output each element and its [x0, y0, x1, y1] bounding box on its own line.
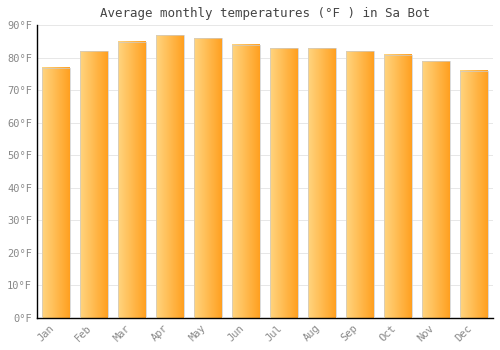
Bar — [42, 68, 70, 318]
Bar — [270, 48, 297, 318]
Bar — [422, 61, 450, 318]
Bar — [460, 71, 487, 318]
Bar — [80, 51, 108, 318]
Bar — [118, 42, 146, 318]
Bar — [194, 38, 222, 318]
Title: Average monthly temperatures (°F ) in Sa Bot: Average monthly temperatures (°F ) in Sa… — [100, 7, 430, 20]
Bar — [346, 51, 374, 318]
Bar — [156, 35, 184, 318]
Bar — [232, 45, 260, 318]
Bar — [384, 55, 411, 318]
Bar — [308, 48, 336, 318]
